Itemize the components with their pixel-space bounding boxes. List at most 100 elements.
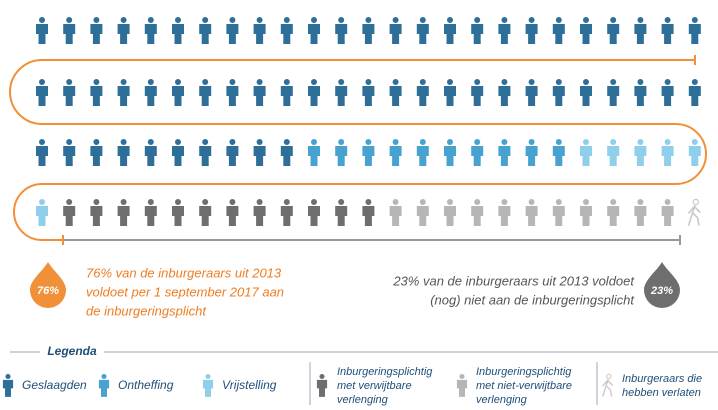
person-icon xyxy=(226,17,239,44)
person-icon xyxy=(117,199,130,226)
body xyxy=(580,86,592,106)
head xyxy=(365,139,372,145)
body xyxy=(416,24,429,44)
head xyxy=(583,79,589,85)
person-icon xyxy=(117,79,130,106)
body xyxy=(90,86,103,106)
head xyxy=(392,79,399,85)
head xyxy=(93,79,100,85)
person-icon xyxy=(253,79,266,106)
body xyxy=(226,86,239,106)
body xyxy=(607,206,620,226)
body xyxy=(362,24,375,44)
body xyxy=(144,146,157,166)
head xyxy=(93,17,100,23)
head xyxy=(147,139,154,145)
head xyxy=(637,139,644,145)
body xyxy=(90,146,103,166)
person-icon xyxy=(471,17,484,44)
person-icon xyxy=(525,79,538,106)
body xyxy=(172,24,184,44)
body xyxy=(498,24,511,44)
head xyxy=(501,139,508,145)
head xyxy=(528,139,535,145)
legend-label: verlenging xyxy=(337,394,389,406)
body xyxy=(280,206,293,226)
body xyxy=(688,86,701,106)
person-icon xyxy=(471,139,484,166)
head xyxy=(610,17,617,23)
head xyxy=(256,139,263,145)
head xyxy=(555,17,562,23)
head xyxy=(311,17,317,23)
person-icon xyxy=(634,17,647,44)
person-icon xyxy=(90,79,103,106)
person-icon xyxy=(63,17,76,44)
person-icon xyxy=(144,79,157,106)
person-icon xyxy=(226,79,239,106)
body xyxy=(552,86,565,106)
person-icon xyxy=(362,79,375,106)
body xyxy=(416,206,429,226)
person-icon xyxy=(607,79,620,106)
head xyxy=(175,17,181,23)
person-icon xyxy=(144,199,157,226)
body xyxy=(580,206,592,226)
body xyxy=(389,24,402,44)
head xyxy=(447,79,453,85)
head xyxy=(419,17,426,23)
person-icon xyxy=(416,139,429,166)
body xyxy=(36,86,48,106)
body xyxy=(661,146,674,166)
body xyxy=(226,206,239,226)
person-icon xyxy=(98,373,110,397)
body xyxy=(308,24,320,44)
body xyxy=(335,24,348,44)
head xyxy=(66,199,73,205)
body xyxy=(280,86,293,106)
head xyxy=(637,199,644,205)
body xyxy=(416,86,429,106)
person-icon xyxy=(389,17,402,44)
person-icon xyxy=(172,79,184,106)
head xyxy=(311,79,317,85)
person-icon xyxy=(416,17,429,44)
person-icon xyxy=(471,199,484,226)
head xyxy=(147,79,154,85)
head xyxy=(283,79,290,85)
body xyxy=(634,86,647,106)
head xyxy=(256,199,263,205)
body xyxy=(226,24,239,44)
person-icon xyxy=(144,139,157,166)
head xyxy=(637,79,644,85)
head xyxy=(283,199,290,205)
head xyxy=(392,139,399,145)
person-icon xyxy=(498,139,511,166)
legend-label: Inburgeraars die xyxy=(622,373,702,385)
body xyxy=(144,24,157,44)
person-icon xyxy=(63,199,76,226)
body xyxy=(202,379,214,397)
body xyxy=(607,86,620,106)
person-icon xyxy=(36,139,48,166)
body xyxy=(172,206,184,226)
head xyxy=(365,17,372,23)
head xyxy=(610,139,617,145)
body xyxy=(253,24,266,44)
body xyxy=(63,206,76,226)
head xyxy=(93,199,100,205)
body xyxy=(362,206,375,226)
legend-label: hebben verlaten xyxy=(622,387,701,399)
head xyxy=(205,373,211,380)
body xyxy=(199,24,212,44)
person-icon xyxy=(63,139,76,166)
head xyxy=(311,199,317,205)
head xyxy=(175,139,181,145)
person-icon xyxy=(498,79,511,106)
head xyxy=(202,139,209,145)
person-icon xyxy=(226,139,239,166)
person-icon xyxy=(172,17,184,44)
body xyxy=(580,24,592,44)
head xyxy=(338,199,345,205)
person-icon xyxy=(389,199,402,226)
